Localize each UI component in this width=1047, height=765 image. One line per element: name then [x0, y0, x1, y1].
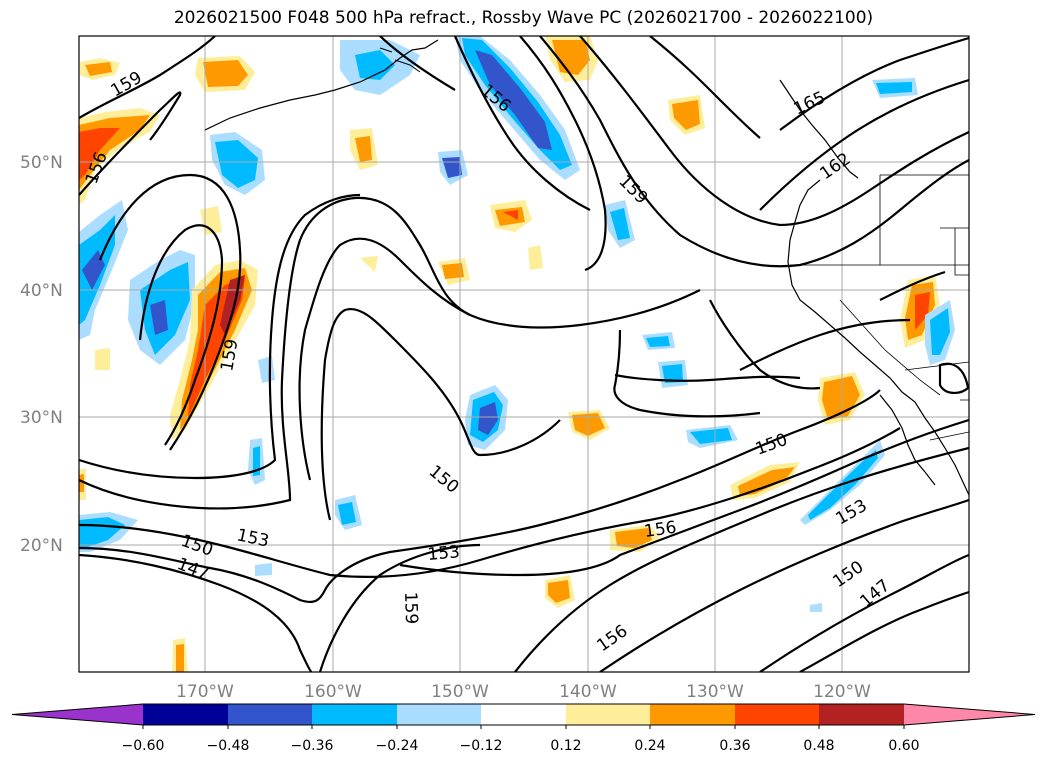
contour-label-156-e: 156 — [643, 518, 678, 542]
contour-label-153-c: 153 — [427, 542, 461, 565]
lat-label-50n: 50°N — [20, 153, 63, 173]
colorbar-segment — [481, 704, 566, 725]
colorbar-tick-label: −0.36 — [291, 738, 334, 754]
colorbar-segment — [819, 704, 904, 725]
colorbar-segment — [566, 704, 650, 725]
map-area: 159 156 156 165 162 159 159 150 150 153 … — [79, 36, 969, 672]
colorbar-tick-label: −0.24 — [376, 738, 419, 754]
contour-label-159-s: 159 — [400, 591, 421, 624]
map-frame — [78, 35, 970, 673]
colorbar-tick-label: 0.36 — [719, 738, 750, 754]
colorbar-extend-low — [12, 704, 143, 725]
anomaly-shading — [79, 36, 955, 672]
colorbar-segment — [397, 704, 481, 725]
lon-label-170w: 170°W — [176, 682, 234, 702]
colorbar-segment — [312, 704, 397, 725]
colorbar-tick-label: −0.60 — [122, 738, 165, 754]
lat-label-20n: 20°N — [20, 536, 63, 556]
colorbar-tick-label: 0.60 — [888, 738, 919, 754]
colorbar-segment — [228, 704, 312, 725]
colorbar-extend-high — [904, 704, 1035, 725]
latitude-labels: 50°N 40°N 30°N 20°N — [20, 153, 63, 556]
height-contours — [79, 36, 969, 672]
lon-label-120w: 120°W — [813, 682, 871, 702]
colorbar-tick-label: −0.12 — [460, 738, 503, 754]
lon-label-140w: 140°W — [559, 682, 617, 702]
colorbar-tick-label: 0.48 — [803, 738, 834, 754]
map-gridlines — [79, 36, 969, 672]
longitude-labels: 170°W 160°W 150°W 140°W 130°W 120°W — [176, 682, 871, 702]
lat-label-40n: 40°N — [20, 281, 63, 301]
lon-label-130w: 130°W — [686, 682, 744, 702]
colorbar-tick-label: 0.12 — [550, 738, 581, 754]
colorbar: −0.60 −0.48 −0.36 −0.24 −0.12 0.12 0.24 … — [11, 703, 1036, 754]
colorbar-segment — [143, 704, 228, 725]
lon-label-150w: 150°W — [431, 682, 489, 702]
plot-title: 2026021500 F048 500 hPa refract., Rossby… — [173, 8, 874, 28]
colorbar-segment — [735, 704, 819, 725]
colorbar-tick-label: −0.48 — [207, 738, 250, 754]
colorbar-tick-label: 0.24 — [634, 738, 665, 754]
colorbar-segment — [650, 704, 735, 725]
lon-label-160w: 160°W — [304, 682, 362, 702]
lat-label-30n: 30°N — [20, 408, 63, 428]
coastlines — [204, 39, 969, 496]
